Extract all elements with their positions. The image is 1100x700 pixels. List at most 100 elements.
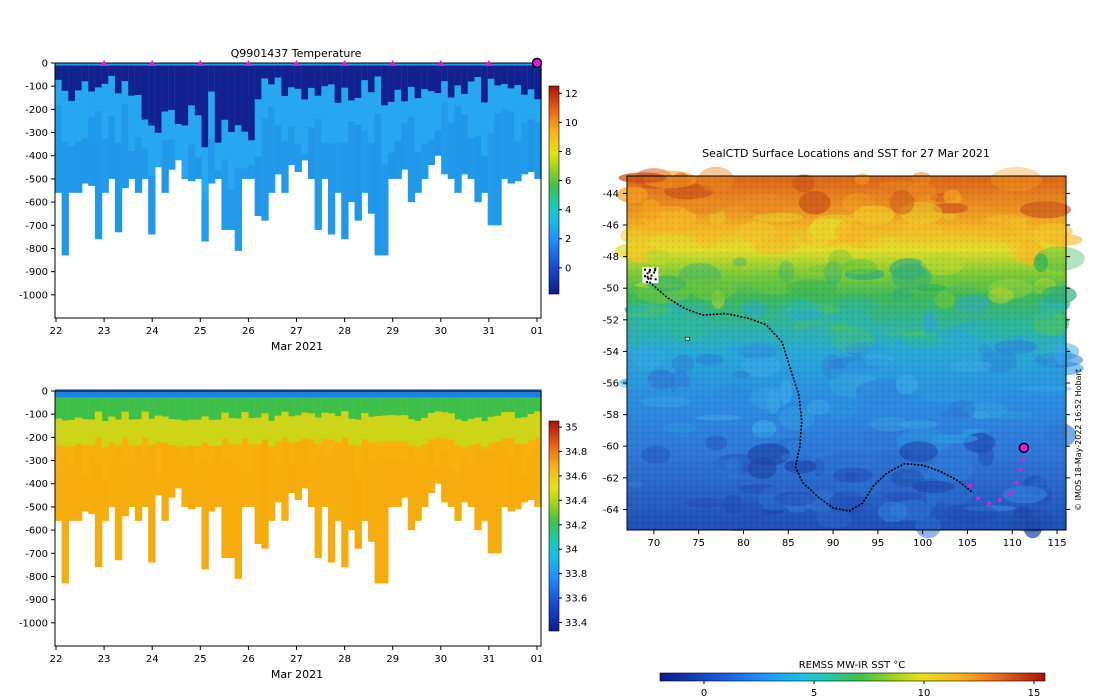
profile-upper-band (421, 393, 429, 419)
profile-deep-band (474, 136, 482, 203)
profile-deep-band (68, 465, 76, 521)
profile-upper-band (434, 65, 442, 94)
latest-position-marker (1018, 442, 1030, 454)
profile-upper-band (467, 65, 476, 82)
profile-upper-band (501, 393, 509, 413)
profile-fresh-band (261, 389, 269, 398)
profile-upper-band (88, 393, 96, 420)
profile-upper-band (128, 393, 136, 420)
map-y-tick-label: -56 (603, 379, 619, 390)
profile-upper-band (361, 393, 369, 414)
profile-column (387, 393, 396, 507)
profile-fresh-band (354, 389, 362, 398)
profile-column (94, 65, 103, 240)
profile-deep-band (261, 436, 269, 549)
profile-column (248, 393, 256, 507)
profile-fresh-band (401, 389, 409, 398)
profile-column (314, 393, 322, 558)
profile-upper-band (347, 65, 356, 101)
profile-fresh-band (327, 389, 336, 398)
profile-column (401, 65, 409, 170)
profile-fresh-band (447, 389, 456, 398)
profile-column (254, 65, 262, 217)
profile-upper-band (334, 393, 342, 417)
profile-column (181, 393, 189, 507)
profile-marker (389, 60, 397, 66)
profile-deep-band (374, 459, 382, 584)
profile-column (241, 393, 249, 507)
profile-deep-band (461, 456, 469, 503)
profile-column (194, 393, 203, 507)
profile-fresh-band (181, 389, 189, 398)
profile-fresh-band (307, 389, 316, 398)
profile-upper-band (81, 65, 89, 82)
profile-deep-band (414, 151, 422, 193)
profile-upper-band (321, 393, 329, 413)
profile-deep-band (161, 140, 169, 193)
profile-transition-band (61, 420, 69, 447)
x-tick-label: 28 (338, 654, 351, 665)
profile-column (188, 393, 196, 510)
sst-colorbar-tick-label: 15 (1028, 688, 1041, 699)
profile-deep-band (261, 118, 269, 221)
profile-column (74, 393, 83, 521)
profile-deep-band (248, 164, 256, 179)
profile-deep-band (501, 109, 509, 179)
profile-column (354, 393, 362, 549)
profile-upper-band (194, 393, 203, 420)
x-tick-label: 28 (338, 326, 351, 337)
profile-upper-band (347, 393, 356, 419)
salinity-colorbar-ticks: 33.4 33.6 33.8 34 34.2 34.4 34.6 34.8 35 (559, 423, 587, 629)
profile-deep-band (281, 443, 289, 521)
profile-marker (244, 60, 252, 66)
profile-deep-band (294, 143, 302, 172)
profile-upper-band (321, 65, 329, 87)
profile-column (294, 65, 302, 172)
profile-deep-band (334, 442, 342, 521)
profile-upper-band (188, 65, 196, 106)
profile-upper-band (228, 393, 236, 419)
profile-column (274, 65, 282, 175)
profile-upper-band (68, 393, 76, 420)
profile-deep-band (461, 114, 469, 175)
profile-deep-band (114, 447, 123, 561)
profile-upper-band (367, 393, 376, 417)
y-tick-label: 0 (42, 59, 48, 70)
profile-transition-band (234, 418, 243, 445)
profile-transition-band (214, 419, 223, 446)
colorbar-tick-label: 34.2 (565, 520, 587, 531)
profile-marker (293, 60, 300, 66)
profile-column (114, 65, 123, 233)
profile-upper-band (427, 393, 436, 414)
profile-upper-band (121, 65, 129, 82)
profile-deep-band (454, 477, 462, 521)
profile-upper-band (194, 65, 203, 116)
profile-upper-band (101, 393, 109, 422)
profile-fresh-band (154, 389, 163, 398)
profile-deep-band (221, 458, 229, 558)
profile-deep-band (427, 139, 436, 165)
profile-transition-band (274, 415, 282, 442)
profile-column (208, 65, 216, 184)
profile-deep-band (88, 455, 96, 514)
profile-column (274, 393, 282, 503)
profile-transition-band (74, 417, 83, 444)
profile-deep-band (367, 460, 376, 542)
profile-column (481, 393, 489, 521)
profile-deep-band (274, 125, 282, 175)
profile-markers (100, 57, 543, 69)
colorbar-tick-label: 0 (565, 263, 571, 274)
x-tick-label: 29 (386, 654, 399, 665)
profile-deep-band (381, 164, 389, 256)
profile-deep-band (414, 458, 422, 521)
profile-column (421, 65, 429, 179)
x-tick-label: 26 (242, 326, 255, 337)
profile-column (414, 65, 422, 193)
map-x-tick-label: 80 (737, 538, 750, 549)
profile-upper-band (527, 393, 535, 415)
profile-deep-band (527, 119, 535, 172)
profile-transition-band (301, 412, 309, 439)
profile-transition-band (407, 419, 416, 446)
profile-upper-band (274, 65, 282, 78)
profile-upper-band (434, 393, 442, 412)
